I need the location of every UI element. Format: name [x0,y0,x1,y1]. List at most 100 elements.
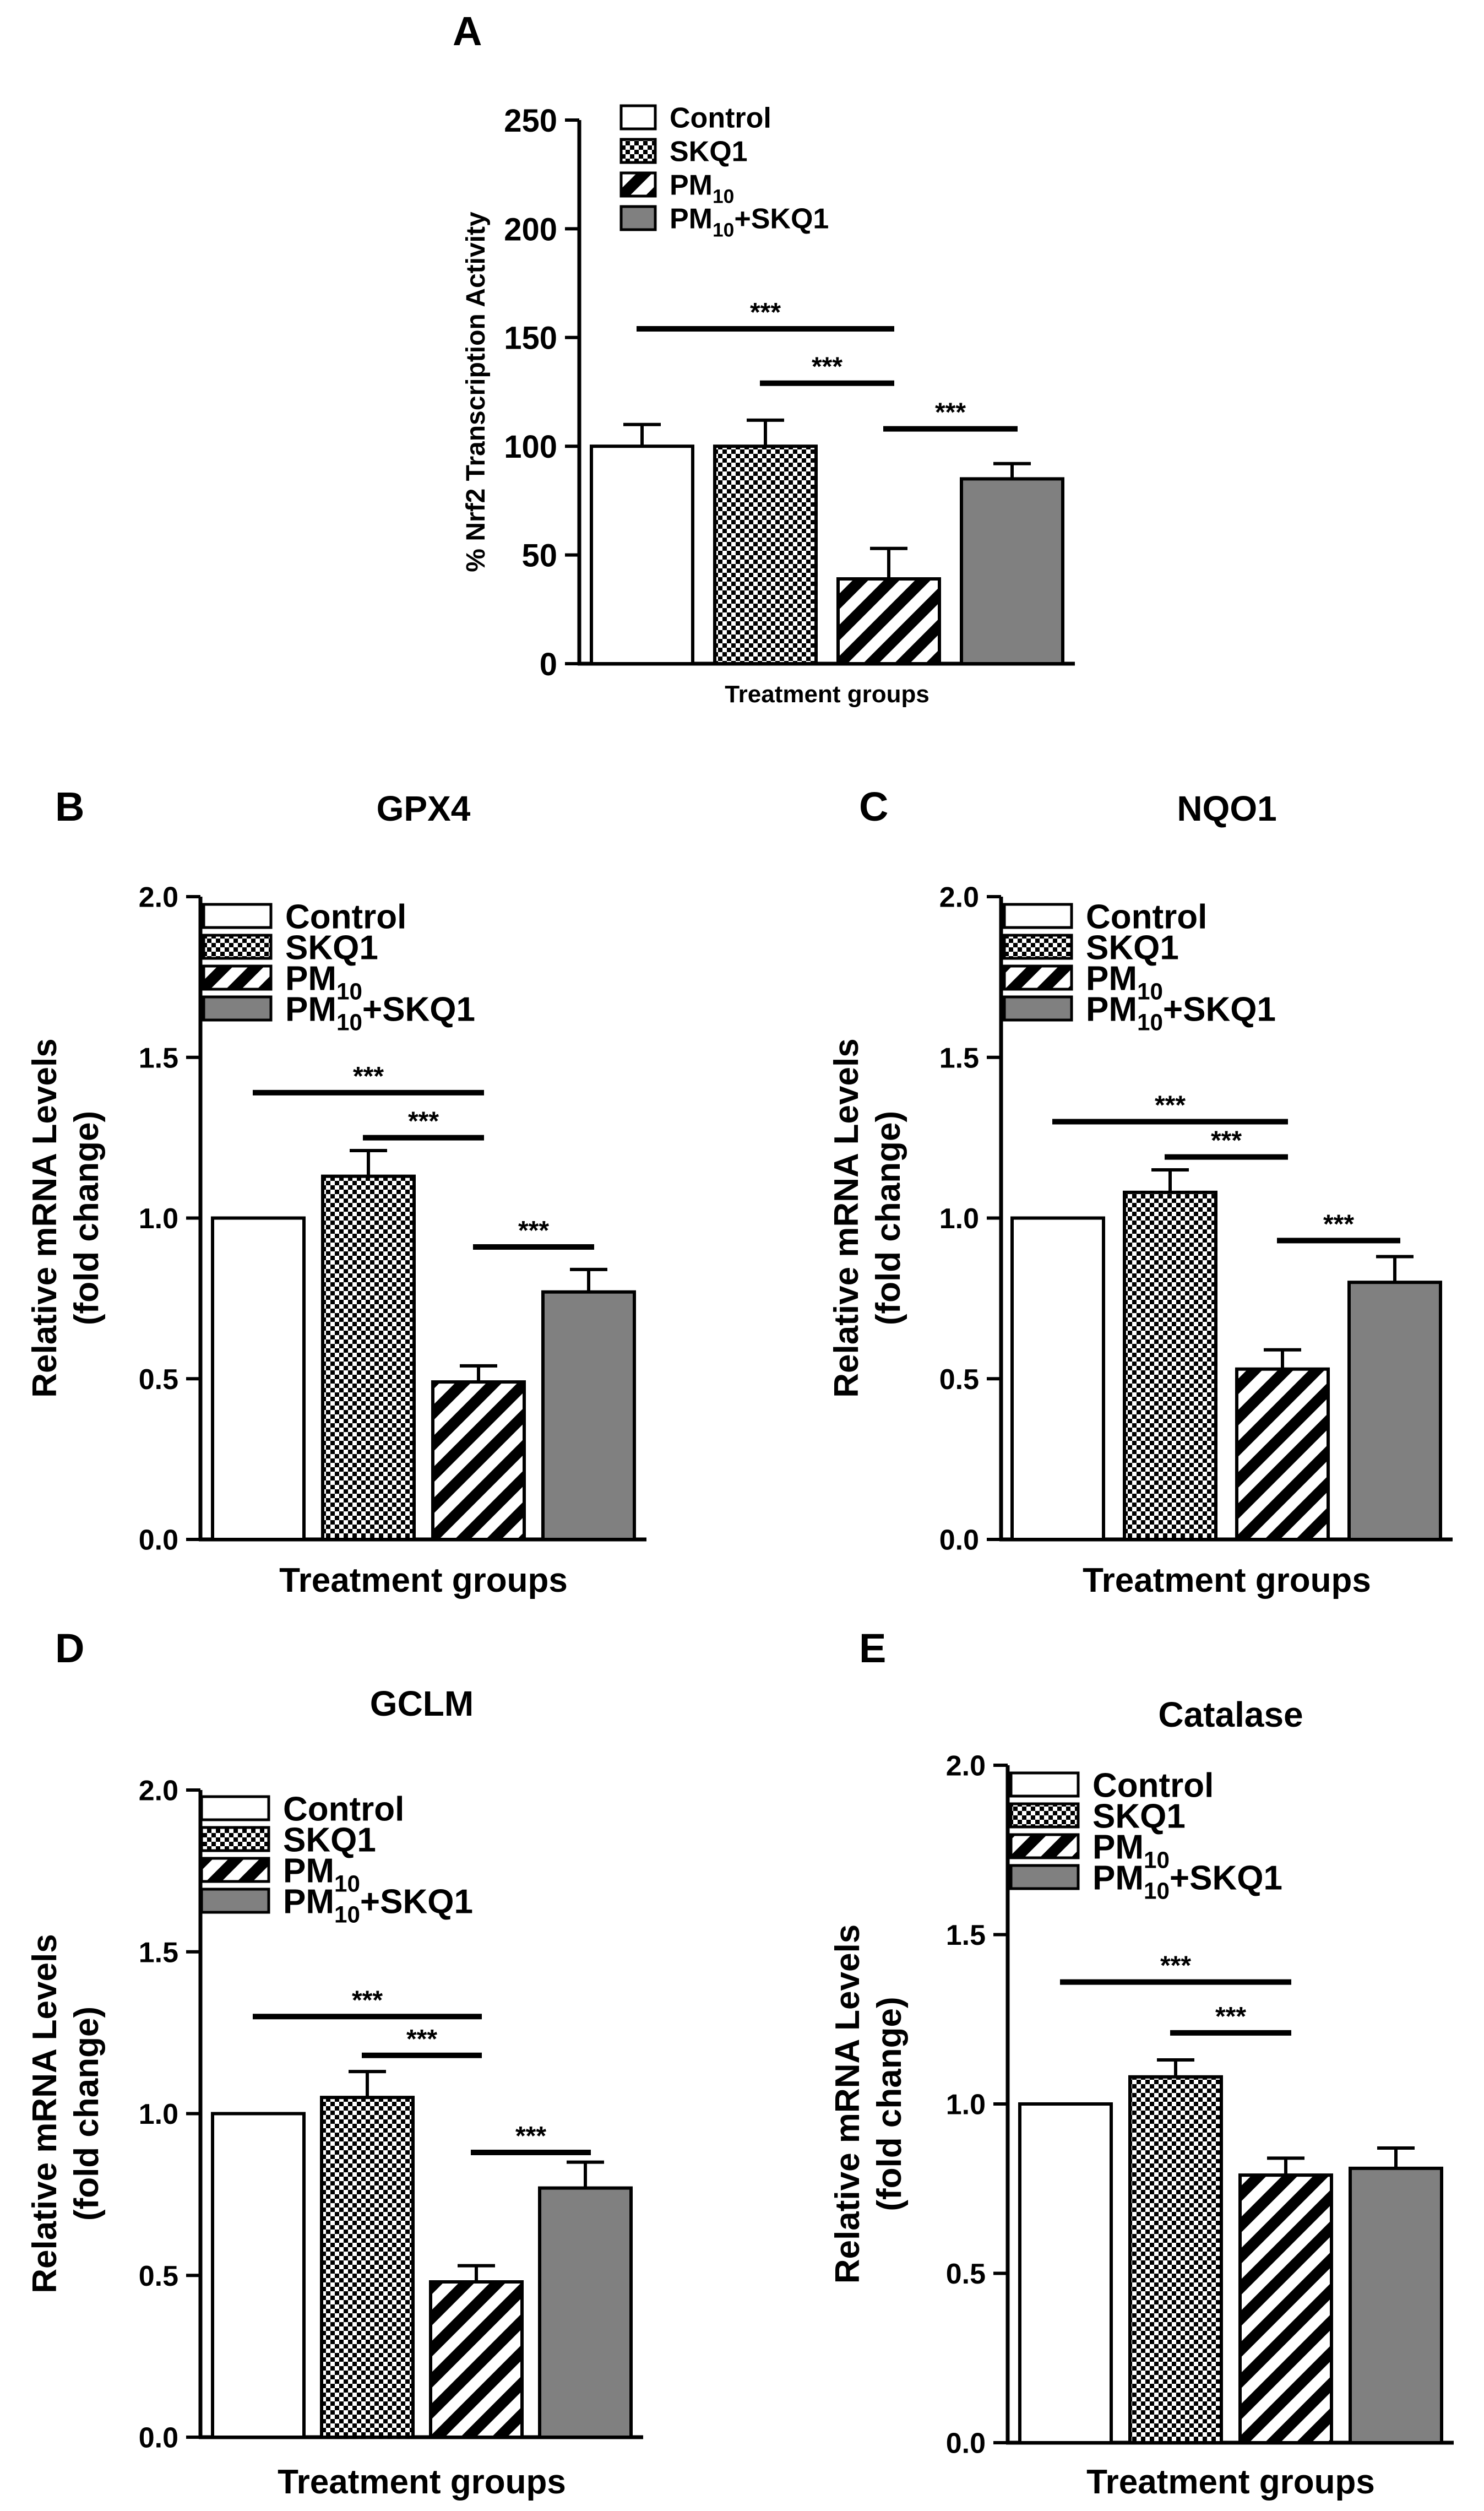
y-tick-label: 0.5 [946,2258,986,2290]
bar-skq1 [1128,2075,1223,2445]
y-tick-label: 0.5 [139,2260,178,2292]
legend-label: PM10+SKQ1 [285,990,475,1035]
legend-swatch-pm10 [1003,964,1073,991]
bar-pm10-skq1 [1349,2166,1443,2445]
legend-label: SKQ1 [283,1821,376,1859]
legend-swatch-skq1 [1009,1802,1080,1829]
y-tick-label: 1.0 [139,2098,178,2130]
legend-swatch-control [1009,1771,1080,1798]
y-tick-label: 2.0 [939,882,979,914]
significance-label: *** [1160,1951,1191,1981]
panel-c-nqo1-chart: NQO1 0.0 0.5 1.0 1.5 2.0 Relative mRNA Levels(… [828,789,1453,1599]
panel-letter-E: E [859,1625,886,1671]
significance-label: *** [353,1062,384,1091]
panel-b-gpx4-chart: GPX4 0.0 0.5 1.0 1.5 2.0 Relative mRNA Levels(… [26,789,646,1599]
legend-swatch-pm10-skq1 [1003,995,1073,1022]
x-axis-label: Treatment groups [1083,1561,1371,1599]
panel-letter-C: C [859,784,888,829]
bar-control [211,2112,306,2439]
y-axis-label-line2: (fold change) [68,2006,106,2221]
chart-title: GPX4 [377,789,471,828]
y-tick-label: 1.0 [139,1203,178,1235]
bar-pm10 [1238,2173,1333,2444]
legend-label: PM10 [1092,1828,1170,1873]
legend-swatch-control [619,104,657,131]
legend-swatch-skq1 [619,138,657,164]
bar-control [211,1216,306,1541]
y-tick-label: 250 [504,103,557,139]
bar-skq1 [1123,1190,1217,1542]
bar-control [1010,1216,1105,1541]
y-tick-label: 2.0 [139,1775,178,1807]
y-tick-label: 0.0 [946,2428,986,2460]
legend-swatch-skq1 [200,1826,270,1852]
chart-title: NQO1 [1177,789,1276,828]
significance-label: *** [515,2122,546,2151]
x-axis-label: Treatment groups [279,1561,568,1599]
y-tick-label: 50 [521,538,557,573]
y-axis-label: % Nrf2 Transcription Activity [461,211,491,572]
y-tick-label: 1.0 [939,1203,979,1235]
legend-label: PM10 [283,1852,360,1896]
panel-letter-D: D [55,1625,84,1671]
legend-label: SKQ1 [670,136,748,168]
significance-label: *** [812,352,842,382]
y-tick-label: 1.0 [946,2089,986,2121]
y-tick-label: 1.5 [139,1937,178,1968]
bar-skq1 [320,2096,415,2439]
y-tick-label: 0 [540,647,557,682]
y-tick-label: 2.0 [139,882,178,914]
y-tick-label: 1.5 [939,1042,979,1074]
legend-swatch-pm10-skq1 [619,205,657,231]
significance-label: *** [935,398,966,427]
bar-pm10-skq1 [541,1290,636,1542]
panel-letter-A: A [453,8,482,54]
legend-label: PM10 [670,170,734,208]
y-tick-label: 200 [504,211,557,247]
bar-pm10-skq1 [960,477,1064,665]
y-axis-label: Relative mRNA Levels [828,1038,866,1397]
y-axis-label-line2: (fold change) [869,1111,907,1325]
significance-label: *** [1323,1210,1354,1239]
bar-pm10-skq1 [1347,1281,1442,1541]
significance-label: *** [750,298,781,327]
legend-swatch-pm10 [1009,1833,1080,1859]
y-tick-label: 100 [504,429,557,465]
legend-label: PM10+SKQ1 [283,1883,473,1927]
y-tick-label: 0.0 [939,1525,979,1557]
legend-label: PM10+SKQ1 [1092,1859,1282,1903]
bar-pm10 [429,2280,524,2439]
panel-letter-B: B [55,784,84,829]
y-axis-label: Relative mRNA Levels [26,1038,64,1397]
legend-label: SKQ1 [1086,929,1179,967]
y-tick-label: 0.0 [139,1525,178,1557]
y-axis-label: Relative mRNA Levels [26,1934,64,2293]
legend-swatch-control [202,903,273,929]
panel-e-catalase-chart: Catalase 0.0 0.5 1.0 1.5 2.0 Relative mRNA Lev… [829,1695,1454,2501]
legend-swatch-pm10-skq1 [1009,1864,1080,1890]
bar-control [590,444,694,665]
bar-pm10-skq1 [538,2186,633,2439]
y-tick-label: 0.5 [939,1364,979,1396]
y-tick-label: 0.5 [139,1364,178,1396]
chart-title: Catalase [1158,1695,1303,1734]
legend-label: Control [670,102,771,134]
panel-a-nrf2-chart: 0 50 100 150 200 250 % Nrf2 Transcription Acti… [461,102,1075,708]
bar-pm10 [431,1380,526,1541]
bar-skq1 [713,444,818,665]
legend-label: PM10 [285,959,362,1004]
legend-label: Control [1092,1766,1214,1804]
legend-label: PM10+SKQ1 [670,203,829,241]
significance-label: *** [408,1107,439,1136]
legend-label: PM10+SKQ1 [1086,990,1276,1035]
legend-swatch-pm10 [202,964,273,991]
y-axis-label-line2: (fold change) [871,1997,909,2211]
legend-swatch-skq1 [1003,934,1073,960]
x-axis-label: Treatment groups [278,2463,566,2501]
panel-d-gclm-chart: GCLM 0.0 0.5 1.0 1.5 2.0 Relative mRNA Levels(… [26,1684,643,2501]
bar-control [1018,2102,1113,2444]
